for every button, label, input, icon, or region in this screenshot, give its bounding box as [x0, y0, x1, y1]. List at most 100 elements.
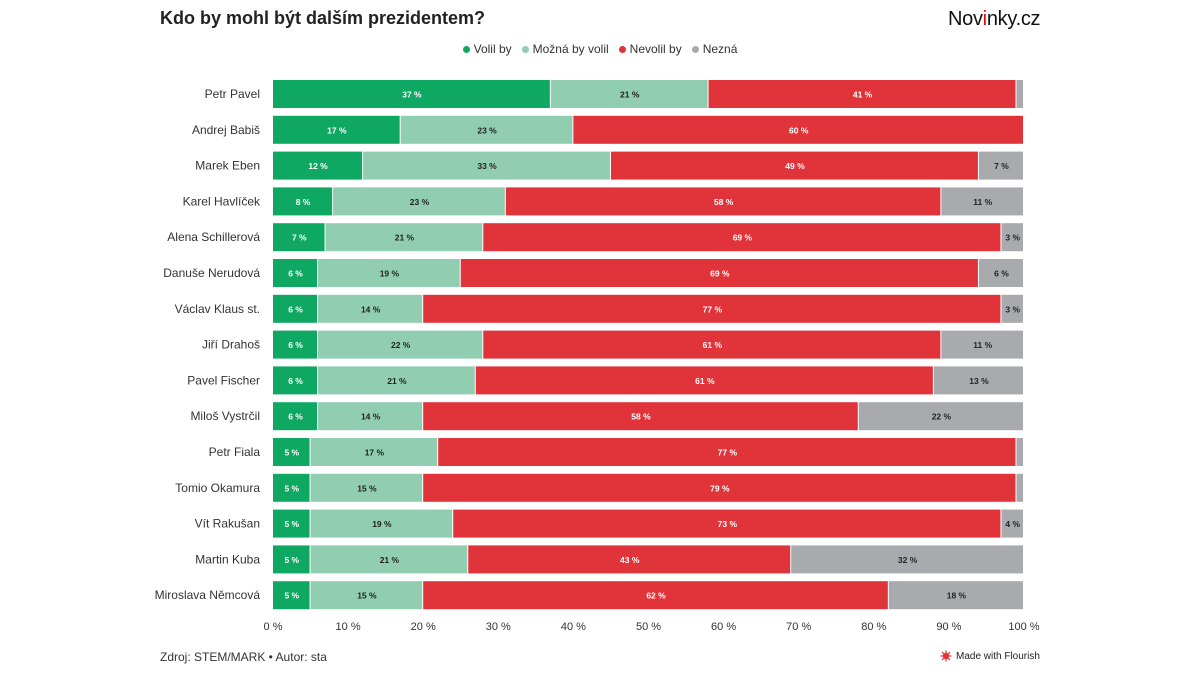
bar-data-label: 23 % [410, 197, 430, 207]
bar-segment[interactable] [273, 259, 318, 287]
bar-segment[interactable] [273, 473, 310, 502]
bar-data-label: 22 % [932, 412, 952, 422]
legend-item-nevolil[interactable]: Nevolil by [618, 42, 682, 56]
legend-dot-icon [462, 45, 470, 53]
bar-segment[interactable] [423, 581, 888, 610]
bar-segment[interactable] [273, 581, 310, 610]
bar-segment[interactable] [1016, 80, 1023, 108]
bar-segment[interactable] [325, 223, 483, 252]
bar-segment[interactable] [505, 187, 941, 216]
bar-segment[interactable] [310, 438, 438, 466]
bar-segment[interactable] [791, 545, 1023, 574]
bar-segment[interactable] [610, 151, 978, 180]
bar-data-label: 7 % [292, 233, 307, 243]
bar-data-label: 19 % [372, 519, 392, 529]
bar-segment[interactable] [273, 366, 318, 395]
bar-segment[interactable] [978, 151, 1023, 180]
bar-segment[interactable] [708, 80, 1016, 108]
bar-segment[interactable] [483, 330, 941, 359]
bar-segment[interactable] [273, 115, 400, 144]
bar-segment[interactable] [310, 581, 423, 610]
source-credit: Zdroj: STEM/MARK • Autor: sta [160, 650, 327, 664]
bar-data-label: 21 % [620, 90, 640, 100]
bar-data-label: 11 % [973, 340, 992, 350]
bar-data-label: 13 % [969, 376, 989, 386]
bar-segment[interactable] [318, 259, 460, 287]
bar-segment[interactable] [273, 294, 318, 323]
bar-segment[interactable] [550, 80, 708, 108]
bar-data-label: 77 % [703, 304, 723, 314]
bar-segment[interactable] [273, 223, 325, 252]
category-label: Marek Eben [195, 159, 260, 173]
bar-data-label: 41 % [853, 90, 873, 100]
bar-segment[interactable] [933, 366, 1023, 395]
bar-segment[interactable] [273, 509, 310, 538]
bar-data-label: 6 % [994, 269, 1009, 279]
bar-segment[interactable] [363, 151, 610, 180]
bar-segment[interactable] [310, 509, 453, 538]
bar-segment[interactable] [483, 223, 1001, 252]
bar-segment[interactable] [318, 330, 483, 359]
bar-segment[interactable] [453, 509, 1001, 538]
bar-segment[interactable] [318, 366, 475, 395]
bar-segment[interactable] [858, 402, 1023, 431]
category-label: Petr Pavel [205, 87, 260, 101]
bar-segment[interactable] [423, 473, 1016, 502]
bar-data-label: 17 % [365, 448, 385, 458]
bar-data-label: 19 % [380, 269, 400, 279]
x-axis-tick-label: 90 % [936, 621, 961, 633]
bar-segment[interactable] [310, 473, 423, 502]
bar-segment[interactable] [400, 115, 573, 144]
x-axis-tick-label: 70 % [786, 621, 811, 633]
legend-item-voli[interactable]: Volil by [462, 42, 512, 56]
bar-segment[interactable] [941, 330, 1023, 359]
bar-segment[interactable] [1016, 473, 1023, 502]
bar-segment[interactable] [1001, 223, 1023, 252]
category-label: Andrej Babiš [192, 123, 260, 137]
bar-segment[interactable] [273, 187, 333, 216]
bar-segment[interactable] [273, 80, 550, 108]
bar-segment[interactable] [573, 115, 1023, 144]
bar-data-label: 58 % [714, 197, 734, 207]
bar-data-label: 69 % [710, 269, 730, 279]
bar-segment[interactable] [978, 259, 1023, 287]
bar-segment[interactable] [423, 402, 858, 431]
x-axis-tick-label: 20 % [411, 621, 436, 633]
bar-segment[interactable] [468, 545, 791, 574]
bar-data-label: 21 % [395, 233, 415, 243]
bar-segment[interactable] [273, 330, 318, 359]
bar-segment[interactable] [438, 438, 1016, 466]
bar-segment[interactable] [310, 545, 468, 574]
legend-item-nezna[interactable]: Nezná [691, 42, 737, 56]
brand-logo[interactable]: Novinky.cz [948, 8, 1041, 31]
bar-segment[interactable] [273, 545, 310, 574]
bar-data-label: 6 % [288, 304, 303, 314]
bar-segment[interactable] [333, 187, 505, 216]
bar-segment[interactable] [273, 438, 310, 466]
bar-segment[interactable] [1001, 509, 1023, 538]
bar-segment[interactable] [475, 366, 933, 395]
bar-segment[interactable] [423, 294, 1001, 323]
bar-data-label: 37 % [402, 90, 422, 100]
bar-data-label: 12 % [308, 161, 328, 171]
legend-item-mozna[interactable]: Možná by volil [521, 42, 609, 56]
brand-logo-prefix: Nov [948, 8, 983, 30]
bar-segment[interactable] [941, 187, 1023, 216]
bar-segment[interactable] [1016, 438, 1023, 466]
bar-segment[interactable] [273, 151, 363, 180]
bar-data-label: 77 % [718, 448, 738, 458]
bar-segment[interactable] [273, 402, 318, 431]
category-label: Alena Schillerová [167, 230, 260, 244]
category-label: Vít Rakušan [195, 517, 260, 531]
made-with-flourish[interactable]: Made with Flourish [940, 650, 1040, 662]
bar-data-label: 6 % [288, 376, 303, 386]
bar-segment[interactable] [318, 402, 423, 431]
bar-segment[interactable] [460, 259, 978, 287]
bar-segment[interactable] [888, 581, 1023, 610]
bar-segment[interactable] [318, 294, 423, 323]
bar-data-label: 14 % [361, 412, 381, 422]
bar-data-label: 5 % [284, 448, 299, 458]
bar-segment[interactable] [1001, 294, 1023, 323]
bar-data-label: 23 % [477, 125, 497, 135]
